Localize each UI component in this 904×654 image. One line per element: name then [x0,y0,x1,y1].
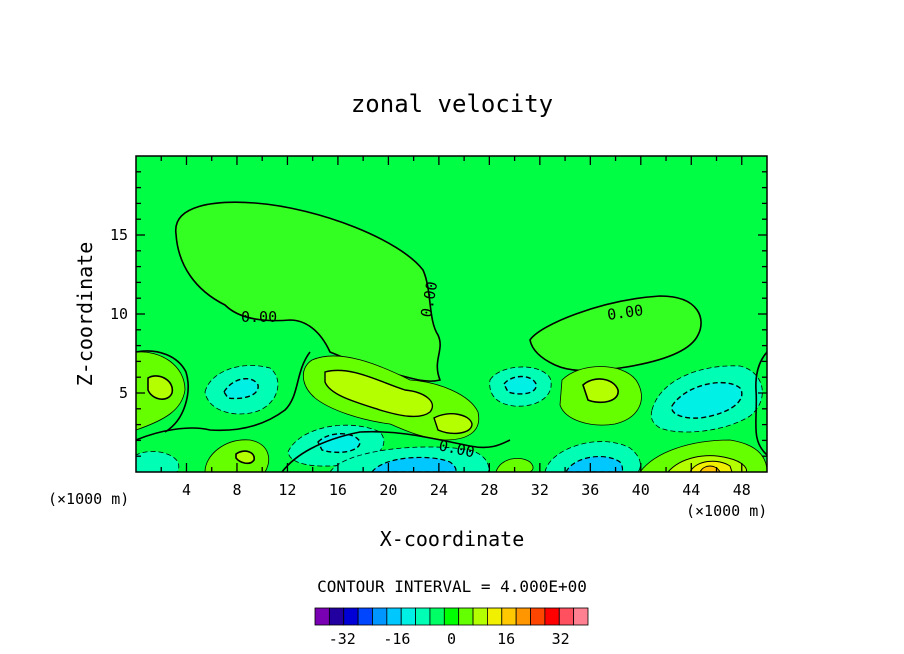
x-tick-label: 40 [632,481,650,499]
zero-contour-left-top [136,350,189,433]
negative-core-right [671,381,743,419]
contour-label: 0.00 [417,280,441,319]
colorbar-swatch [429,607,445,626]
colorbar-swatch [415,607,431,626]
colorbar-swatch [530,607,546,626]
zero-contour-lower-2 [281,430,511,472]
colorbar-swatch [472,607,488,626]
contour-interval-text: CONTOUR INTERVAL = 4.000E+00 [317,577,587,596]
negative-core-bottom [371,456,457,472]
x-tick-label: 8 [232,481,241,499]
colorbar-tick-label: 32 [552,630,570,648]
x-tick-label: 44 [682,481,700,499]
colorbar-swatch [386,607,402,626]
x-tick-label: 12 [278,481,296,499]
colorbar-swatch [314,607,330,626]
right-positive-core [582,378,619,404]
x-tick-label: 28 [480,481,498,499]
contour-label: 0.00 [241,308,277,326]
colorbar-swatch [343,607,359,626]
negative-core-mid-right [503,375,537,395]
colorbar-swatch [357,607,373,626]
colorbar-swatch [573,607,589,626]
right-positive-lobe [529,295,702,372]
x-tick-label: 24 [430,481,448,499]
x-unit-right: (×1000 m) [686,502,767,520]
central-positive-core-2 [433,413,473,435]
y-tick-label: 5 [119,384,128,402]
negative-core-center-low [317,433,361,454]
colorbar-swatch [400,607,416,626]
colorbar: -32 -16 0 16 32 [314,607,589,648]
colorbar-swatch [501,607,517,626]
x-tick-label: 20 [379,481,397,499]
x-unit-left: (×1000 m) [48,490,129,508]
colorbar-swatch [458,607,474,626]
x-tick-label: 36 [581,481,599,499]
colorbar-tick-label: 0 [447,630,456,648]
bottom-positive-core [235,450,255,465]
colorbar-swatch [443,607,460,626]
colorbar-tick-label: -32 [329,630,356,648]
x-tick-label: 16 [329,481,347,499]
y-tick-label: 15 [110,226,128,244]
left-positive-core [147,375,174,400]
chart-title: zonal velocity [351,90,553,118]
zero-contour-lower [136,351,311,441]
upper-positive-lobe [175,201,442,382]
negative-core-bottom-right [565,455,624,472]
y-axis-label: Z-coordinate [73,242,97,387]
x-axis-label: X-coordinate [380,527,525,551]
colorbar-swatch [558,607,575,626]
colorbar-swatch [487,607,503,626]
colorbar-swatch [328,607,345,626]
colorbar-swatch [544,607,560,626]
x-tick-label: 48 [733,481,751,499]
x-tick-label: 4 [182,481,191,499]
contour-label: 0.00 [606,301,644,324]
colorbar-tick-label: -16 [383,630,410,648]
zero-contour-right-edge [755,351,767,456]
negative-core-left [223,377,259,400]
colorbar-tick-label: 16 [497,630,515,648]
central-positive-core [324,369,433,418]
colorbar-swatch [372,607,388,626]
x-tick-label: 32 [531,481,549,499]
y-tick-label: 10 [110,305,128,323]
contour-field [136,156,767,472]
colorbar-swatch [515,607,531,626]
